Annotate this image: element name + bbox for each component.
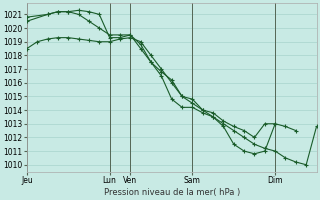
X-axis label: Pression niveau de la mer( hPa ): Pression niveau de la mer( hPa ) [104, 188, 240, 197]
